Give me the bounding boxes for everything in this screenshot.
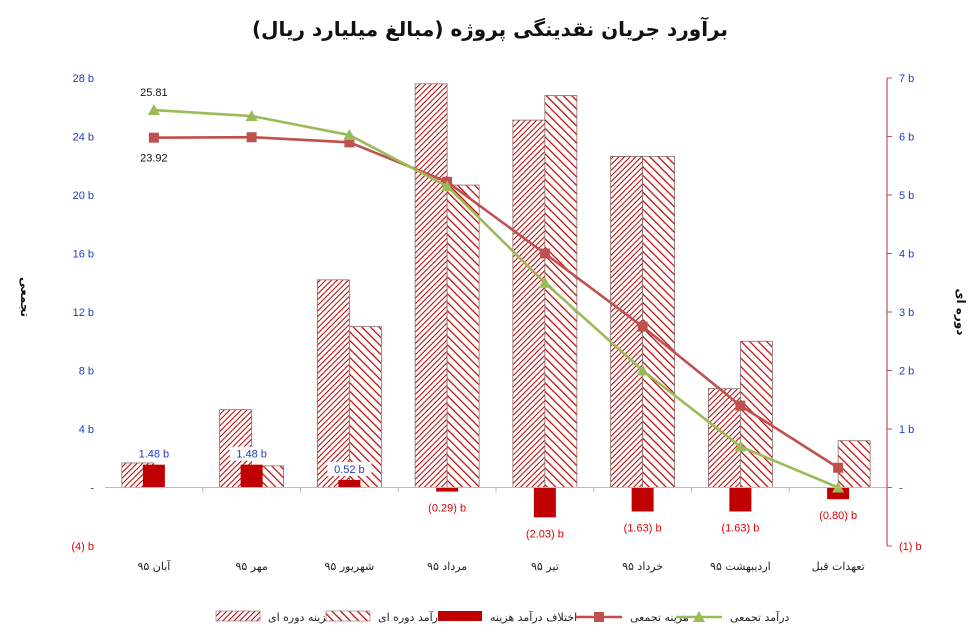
right-tick-label: 1 b <box>899 424 914 436</box>
difference-bar <box>240 464 263 488</box>
category-label: مهر ۹۵ <box>235 560 267 573</box>
annotation-cost-first: 23.92 <box>140 153 168 165</box>
left-tick-label: 20 b <box>73 190 94 202</box>
legend-label: هزینه دوره ای <box>268 611 332 624</box>
cumulative-cost-point <box>246 132 257 143</box>
income-bar <box>642 155 676 488</box>
left-tick-label: 24 b <box>73 132 94 144</box>
left-tick-label: 4 b <box>79 424 94 436</box>
difference-label: (1.63) b <box>624 522 662 534</box>
right-axis-label: دوره ای <box>953 289 968 336</box>
left-tick-label: 8 b <box>79 366 94 378</box>
right-tick-label: 7 b <box>899 73 914 85</box>
right-tick-label: 2 b <box>899 366 914 378</box>
chart-title: برآورد جریان نقدینگی پروژه (مبالغ میلیار… <box>252 16 728 42</box>
difference-bar <box>827 487 850 500</box>
cumulative-income-point <box>636 364 649 376</box>
difference-label: (1.63) b <box>721 522 759 534</box>
left-tick-label: (4) b <box>71 541 94 553</box>
income-bar <box>837 440 871 488</box>
income-bar <box>446 184 480 488</box>
cumulative-cost-point <box>539 248 550 259</box>
right-tick-label: 5 b <box>899 190 914 202</box>
difference-label: 1.48 b <box>236 449 267 461</box>
difference-label: (0.80) b <box>819 510 857 522</box>
right-y-axis: (1) b - 1 b 2 b 3 b 4 b 5 b 6 b 7 b <box>886 73 922 553</box>
category-label: شهریور ۹۵ <box>325 560 375 573</box>
difference-bar <box>142 464 165 488</box>
right-tick-label: 6 b <box>899 132 914 144</box>
cumulative-income-point <box>538 276 551 288</box>
legend-swatch <box>215 610 261 622</box>
right-tick-label: (1) b <box>899 541 922 553</box>
difference-bar <box>631 487 654 512</box>
cost-bar <box>707 388 741 488</box>
legend-marker <box>594 612 604 622</box>
left-y-axis: (4) b - 4 b 8 b 12 b 16 b 20 b 24 b 28 b <box>71 73 94 553</box>
income-bar <box>348 326 382 488</box>
cumulative-cost-line <box>153 135 839 469</box>
legend-label: اختلاف درآمد هزینه <box>490 610 577 624</box>
difference-label-bg <box>327 461 372 476</box>
legend-swatch <box>325 610 371 622</box>
lines: 25.81 23.92 <box>140 87 845 493</box>
difference-bar <box>729 487 752 512</box>
cumulative-income-point <box>441 180 454 192</box>
category-label: تعهدات قبل <box>812 560 865 573</box>
difference-label: 1.48 b <box>139 449 170 461</box>
left-tick-label: 28 b <box>73 73 94 85</box>
cumulative-cost-point <box>344 137 355 148</box>
legend-swatch <box>438 611 482 621</box>
category-label: خرداد ۹۵ <box>622 560 663 573</box>
difference-bar <box>533 487 556 518</box>
difference-label: (0.29) b <box>428 503 466 515</box>
difference-label: (2.03) b <box>526 528 564 540</box>
cumulative-income-point <box>734 440 747 452</box>
difference-bar <box>338 479 361 488</box>
cumulative-income-point <box>147 104 160 116</box>
cumulative-cost-point <box>637 321 648 332</box>
category-label: اردیبهشت ۹۵ <box>710 560 771 573</box>
cumulative-income-line <box>153 108 839 489</box>
difference-label-bg <box>131 446 176 461</box>
x-axis: آبان ۹۵ مهر ۹۵ شهریور ۹۵ مرداد ۹۵ تیر ۹۵ خردا… <box>105 487 887 573</box>
cumulative-income-point <box>245 110 258 122</box>
category-label: تیر ۹۵ <box>531 560 559 573</box>
cost-bar <box>512 119 546 488</box>
left-tick-label: - <box>90 483 94 495</box>
cost-bar <box>414 83 448 488</box>
cumulative-cost-point <box>148 132 159 143</box>
legend-label: هزینه تجمعی <box>630 611 689 624</box>
cost-bar <box>316 279 350 488</box>
category-label: آبان ۹۵ <box>137 559 171 573</box>
left-tick-label: 12 b <box>73 307 94 319</box>
category-label: مرداد ۹۵ <box>427 560 467 573</box>
legend-label: درآمد تجمعی <box>730 610 790 624</box>
difference-label-bg <box>229 446 274 461</box>
right-tick-label: 4 b <box>899 249 914 261</box>
cumulative-cost-point <box>735 400 746 411</box>
bars: 1.48 b 1.48 b 0.52 b (0.29) b (2.03) b (1.63)… <box>121 83 871 540</box>
legend: هزینه دوره ای درآمد دوره ای اختلاف درآمد ه… <box>215 610 790 624</box>
difference-label: 0.52 b <box>334 464 365 476</box>
income-bar <box>544 95 578 488</box>
left-tick-label: 16 b <box>73 249 94 261</box>
right-tick-label: 3 b <box>899 307 914 319</box>
right-tick-label: - <box>899 483 903 495</box>
legend-marker <box>693 611 705 622</box>
left-axis-label: تجمعی <box>18 277 32 317</box>
difference-bar <box>436 487 459 492</box>
annotation-income-first: 25.81 <box>140 87 168 99</box>
cumulative-income-point <box>343 129 356 141</box>
cumulative-cost-point <box>833 462 844 473</box>
legend-label: درآمد دوره ای <box>378 610 443 624</box>
